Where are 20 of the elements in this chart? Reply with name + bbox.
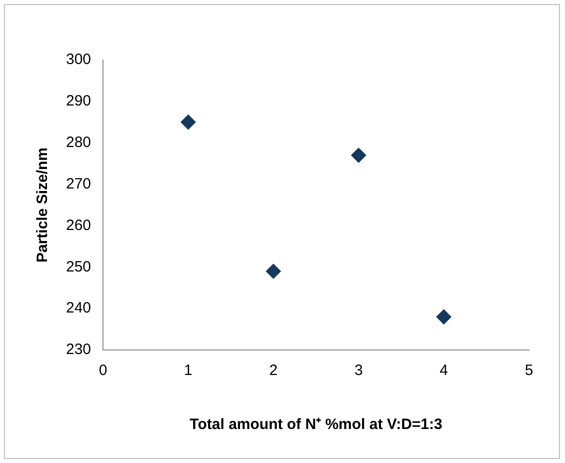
x-tick-label: 2 [269, 362, 278, 380]
y-tick-label: 250 [66, 258, 92, 276]
y-tick-label: 240 [66, 300, 92, 317]
y-tick-label: 260 [66, 216, 92, 234]
x-tick-label: 3 [354, 362, 363, 380]
y-tick-label: 280 [66, 134, 92, 151]
point [351, 148, 366, 163]
point [266, 264, 281, 279]
x-tick-label: 0 [98, 362, 108, 380]
point [180, 114, 196, 130]
x-axis-title: Total amount of N⁺ %mol at V:D=1:3 [190, 416, 442, 434]
y-tick-label: 290 [66, 92, 92, 110]
y-tick-label: 270 [66, 175, 92, 192]
x-tick-label: 1 [184, 362, 192, 380]
y-tick-label: 230 [66, 341, 92, 358]
point [436, 309, 452, 324]
y-tick-label: 300 [66, 51, 92, 68]
x-tick-label: 5 [524, 362, 534, 380]
y-axis-title: Particle Size/nm [34, 147, 52, 263]
x-tick-label: 4 [440, 362, 448, 380]
